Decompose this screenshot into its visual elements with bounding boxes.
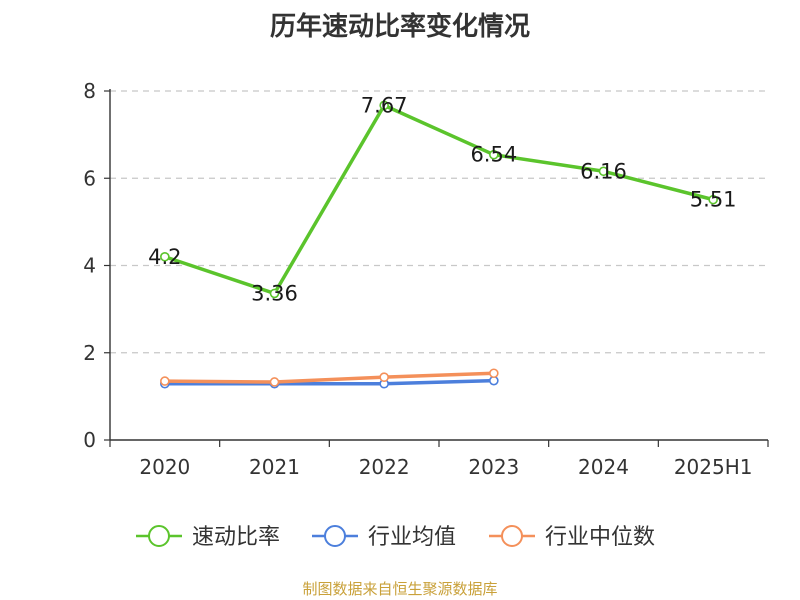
legend-label: 行业均值 (368, 525, 456, 550)
y-tick-label: 4 (83, 254, 96, 278)
series-line-2 (164, 371, 494, 384)
data-label: 6.54 (470, 143, 517, 167)
data-label: 5.51 (690, 188, 737, 212)
series-line-1 (164, 378, 494, 386)
data-label: 6.16 (580, 159, 627, 183)
data-label: 4.2 (148, 245, 181, 269)
legend-marker (324, 525, 346, 547)
data-point (379, 100, 389, 111)
data-point (160, 251, 170, 262)
legend-marker (501, 525, 523, 547)
x-tick-label: 2024 (578, 455, 629, 479)
x-tick-label: 2020 (139, 455, 190, 479)
series-layer (160, 100, 718, 389)
y-tick-label: 0 (83, 428, 96, 452)
y-tick-label: 8 (83, 79, 96, 103)
legend-label: 速动比率 (192, 525, 280, 550)
series-line-0 (164, 103, 714, 296)
x-tick-label: 2023 (468, 455, 519, 479)
data-point (160, 376, 170, 386)
data-point (269, 288, 280, 299)
legend: 速动比率 行业均值 行业中位数 (136, 525, 655, 550)
y-tick-label: 6 (83, 166, 96, 190)
x-tick-label: 2021 (249, 455, 300, 479)
axis-layer: 0 2 4 6 8 2020 2021 2022 2023 2024 2025H1 (83, 79, 769, 479)
data-point (489, 149, 499, 160)
data-point (708, 194, 718, 205)
y-tick-label: 2 (83, 341, 96, 365)
legend-marker (148, 525, 170, 547)
legend-label: 行业中位数 (545, 525, 655, 550)
data-label: 3.36 (251, 281, 298, 305)
data-label-layer: 4.2 3.36 7.67 6.54 6.16 5.51 (148, 93, 736, 305)
chart-title: 历年速动比率变化情况 (269, 12, 530, 42)
x-tick-label: 2022 (359, 455, 410, 479)
source-note: 制图数据来自恒生聚源数据库 (302, 580, 498, 598)
data-point (269, 377, 280, 387)
data-point (379, 372, 389, 382)
data-label: 7.67 (361, 93, 408, 117)
data-point (489, 368, 499, 379)
x-tick-label: 2025H1 (674, 455, 753, 479)
data-point (598, 166, 609, 177)
